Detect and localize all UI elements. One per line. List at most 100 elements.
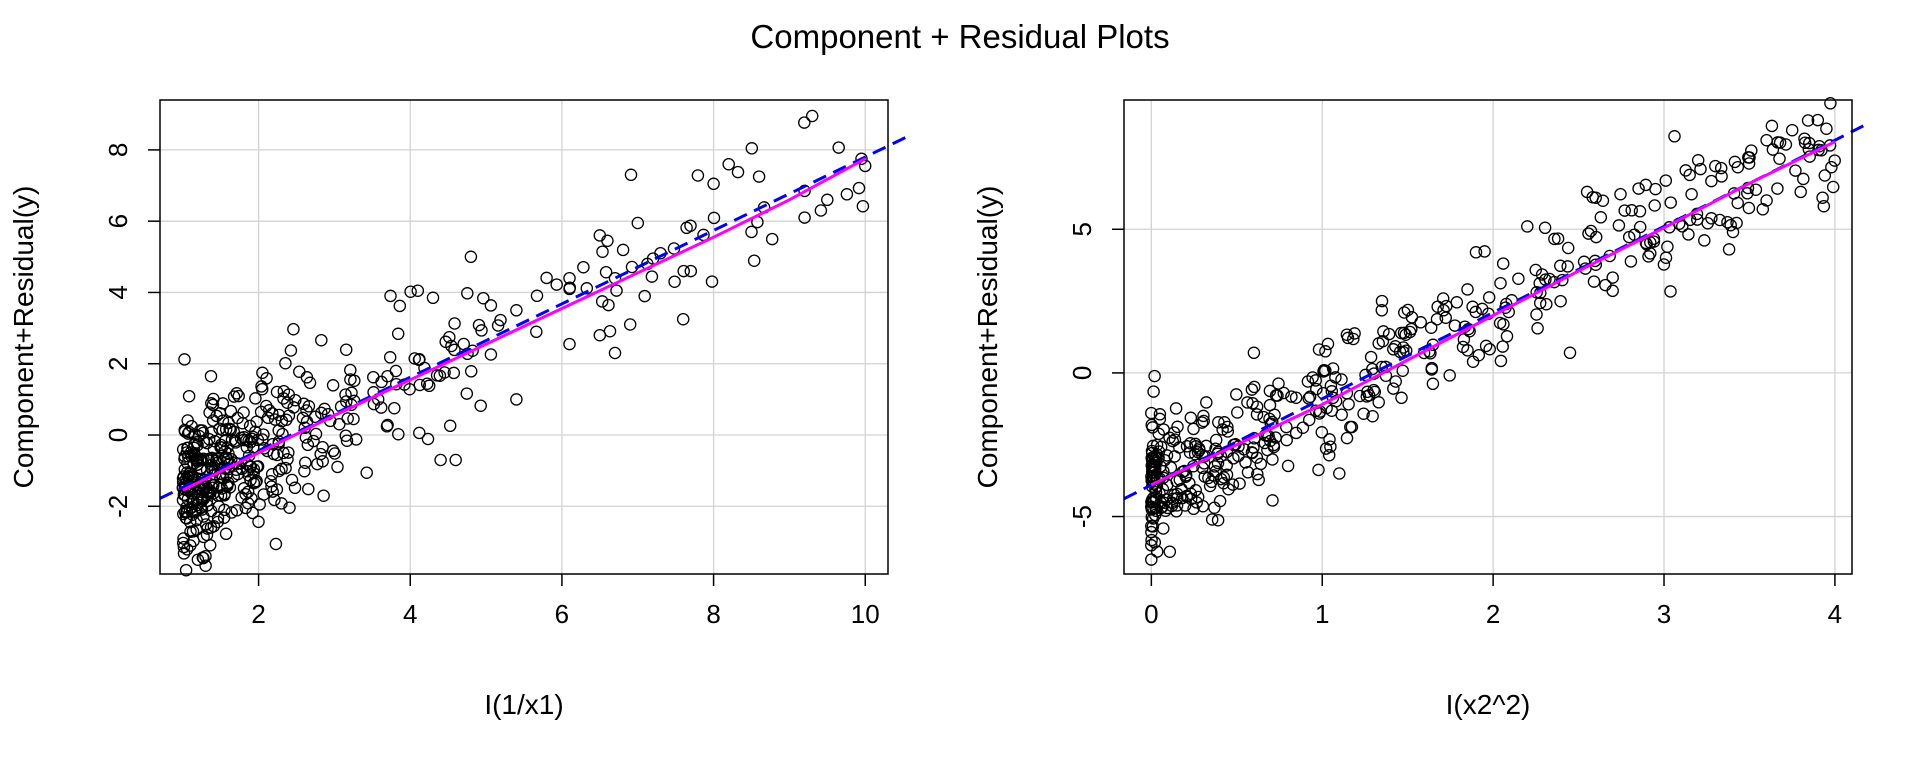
data-point xyxy=(1319,345,1332,358)
data-point xyxy=(821,193,834,207)
data-point xyxy=(1296,421,1310,434)
data-point xyxy=(1661,240,1674,253)
data-point xyxy=(1187,502,1200,516)
y-tick-label: 5 xyxy=(1067,222,1097,236)
data-point xyxy=(1348,327,1361,340)
data-point xyxy=(206,481,219,495)
data-point xyxy=(1548,232,1561,246)
data-point xyxy=(1648,199,1661,212)
data-point xyxy=(1816,191,1829,204)
data-point xyxy=(510,304,523,317)
data-point xyxy=(316,440,329,454)
data-point xyxy=(593,328,607,342)
data-point xyxy=(217,511,231,524)
data-point xyxy=(1152,427,1165,441)
data-point xyxy=(1798,136,1812,149)
data-point xyxy=(1372,396,1385,409)
data-point xyxy=(1794,185,1807,199)
data-point xyxy=(448,317,461,330)
data-point xyxy=(1500,330,1514,343)
x-tick-label: 8 xyxy=(706,599,720,629)
data-point xyxy=(239,501,252,515)
data-point xyxy=(289,393,302,407)
data-point xyxy=(1664,196,1677,209)
data-point xyxy=(765,232,779,246)
data-point xyxy=(1211,513,1225,527)
data-point xyxy=(1798,132,1811,145)
data-point xyxy=(347,412,360,426)
data-point xyxy=(1685,187,1698,201)
data-point xyxy=(1310,382,1323,396)
data-point xyxy=(1145,470,1158,483)
data-point xyxy=(577,260,590,274)
data-point xyxy=(222,416,235,430)
y-axis-label: Component+Residual(y) xyxy=(8,186,39,489)
data-point xyxy=(1478,245,1491,258)
data-point xyxy=(745,225,758,239)
data-point xyxy=(1239,456,1252,469)
data-point xyxy=(288,481,302,495)
data-point xyxy=(227,390,241,403)
data-point xyxy=(275,497,288,510)
data-point xyxy=(1377,325,1390,338)
data-point xyxy=(1221,425,1235,438)
data-point xyxy=(1472,348,1486,362)
data-point xyxy=(326,379,340,392)
data-point xyxy=(283,501,296,514)
data-point xyxy=(249,392,262,405)
data-point xyxy=(420,377,434,390)
data-point xyxy=(1303,390,1317,404)
data-point xyxy=(252,515,265,529)
data-point xyxy=(1213,494,1227,508)
data-point xyxy=(184,539,197,552)
data-point xyxy=(178,482,191,496)
data-point xyxy=(1430,312,1444,326)
data-point xyxy=(1156,500,1169,514)
data-point xyxy=(269,537,283,551)
cr-plot-x2: 0 1 2 3 4 -5 0 5 I(x2^2) Component+Residual(y) xyxy=(972,97,1871,720)
data-point xyxy=(1538,221,1552,235)
data-point xyxy=(341,412,354,425)
data-point xyxy=(1269,389,1283,402)
data-point xyxy=(1765,119,1779,133)
data-point xyxy=(203,539,217,552)
data-point xyxy=(1335,373,1348,386)
data-point xyxy=(340,434,354,447)
data-point xyxy=(1196,499,1210,513)
data-point xyxy=(177,547,191,560)
data-point xyxy=(580,282,594,295)
data-point xyxy=(1227,452,1240,465)
data-point xyxy=(1312,463,1325,477)
data-point xyxy=(1263,398,1277,412)
data-point xyxy=(184,525,197,538)
data-point xyxy=(1184,411,1198,425)
data-point xyxy=(1424,321,1438,334)
data-point xyxy=(1382,327,1396,341)
data-point xyxy=(1625,204,1638,217)
data-point xyxy=(1773,152,1786,165)
data-point xyxy=(1466,355,1480,368)
data-point xyxy=(805,109,819,123)
data-point xyxy=(1596,194,1610,207)
data-point xyxy=(1448,319,1462,332)
data-point xyxy=(1450,296,1464,309)
data-point xyxy=(242,434,255,448)
data-point xyxy=(448,343,461,357)
data-point xyxy=(190,523,203,536)
data-point xyxy=(747,254,761,267)
data-point xyxy=(1401,303,1415,317)
data-point xyxy=(270,385,284,399)
data-point xyxy=(1614,187,1627,201)
data-point xyxy=(1375,294,1389,308)
data-point xyxy=(237,433,250,447)
data-point xyxy=(1443,369,1456,382)
data-point xyxy=(178,423,191,437)
data-point xyxy=(187,441,201,455)
data-point xyxy=(247,466,260,480)
data-point xyxy=(348,374,361,387)
data-point xyxy=(1828,154,1841,167)
data-point xyxy=(1825,160,1838,174)
data-point xyxy=(596,245,609,258)
data-point xyxy=(339,343,353,356)
data-point xyxy=(1749,183,1763,196)
